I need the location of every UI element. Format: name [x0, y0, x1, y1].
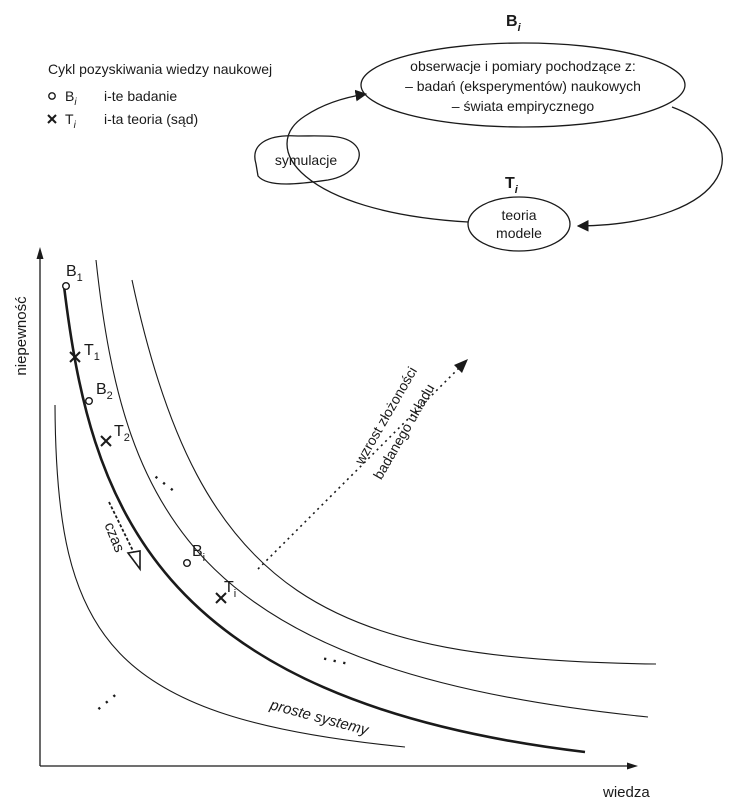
ellipsis-left: · · ·	[93, 688, 123, 717]
point-b1	[62, 282, 71, 291]
point-ti	[215, 592, 227, 604]
label-b1: B1	[66, 263, 83, 284]
legend: Cykl pozyskiwania wiedzy naukowej Bi i-t…	[47, 61, 272, 131]
legend-symbol-b: Bi	[65, 88, 77, 108]
legend-title: Cykl pozyskiwania wiedzy naukowej	[48, 61, 272, 77]
simulation-node	[254, 135, 360, 185]
point-b2	[84, 397, 93, 406]
observations-node	[360, 42, 686, 128]
complexity-arrow-head	[454, 359, 468, 373]
theory-line-2: modele	[496, 225, 542, 241]
point-t2	[100, 435, 112, 447]
ellipsis-lower: · · ·	[321, 651, 349, 673]
curve-simple-systems	[54, 404, 406, 748]
legend-text-badanie: i-te badanie	[104, 88, 177, 104]
legend-symbol-t: Ti	[65, 111, 77, 131]
ellipsis-upper: · · ·	[149, 470, 179, 499]
y-axis-arrow	[36, 247, 44, 259]
uncertainty-knowledge-plot: niepewność wiedza B1 T1 B2 T2 Bi Ti	[13, 247, 657, 801]
x-axis-label: wiedza	[602, 784, 650, 801]
circle-icon	[48, 92, 56, 100]
legend-text-teoria: i-ta teoria (sąd)	[104, 111, 198, 127]
observations-line-3: – świata empirycznego	[452, 98, 595, 114]
label-t1: T1	[84, 342, 100, 363]
label-bi: Bi	[192, 543, 205, 564]
curve-outer-2	[131, 279, 657, 665]
y-axis-label: niepewność	[13, 296, 30, 376]
observations-line-2: – badań (eksperymentów) naukowych	[405, 78, 641, 94]
theory-line-1: teoria	[501, 207, 536, 223]
time-arrow-head	[126, 550, 141, 572]
theory-node	[467, 196, 571, 252]
label-t2: T2	[114, 423, 130, 444]
cycle-top-label: Bi	[506, 13, 522, 34]
time-arrow	[108, 501, 141, 572]
observations-line-1: obserwacje i pomiary pochodzące z:	[410, 58, 636, 74]
time-label: czas	[101, 520, 128, 555]
simple-systems-label: proste systemy	[267, 696, 371, 739]
knowledge-cycle: Bi obserwacje i pomiary pochodzące z: – …	[254, 13, 723, 252]
simulation-label: symulacje	[275, 152, 337, 168]
cycle-bottom-label: Ti	[505, 175, 519, 196]
point-t1	[69, 351, 81, 363]
point-bi	[182, 559, 191, 568]
label-ti: Ti	[224, 579, 236, 600]
cross-icon	[47, 114, 57, 124]
curve-main	[62, 285, 586, 754]
curve-outer-1	[95, 259, 649, 718]
label-b2: B2	[96, 381, 113, 402]
x-axis-arrow	[627, 762, 638, 770]
cycle-arrow-to-observations	[286, 89, 469, 223]
cycle-arrow-to-theory	[576, 106, 723, 232]
